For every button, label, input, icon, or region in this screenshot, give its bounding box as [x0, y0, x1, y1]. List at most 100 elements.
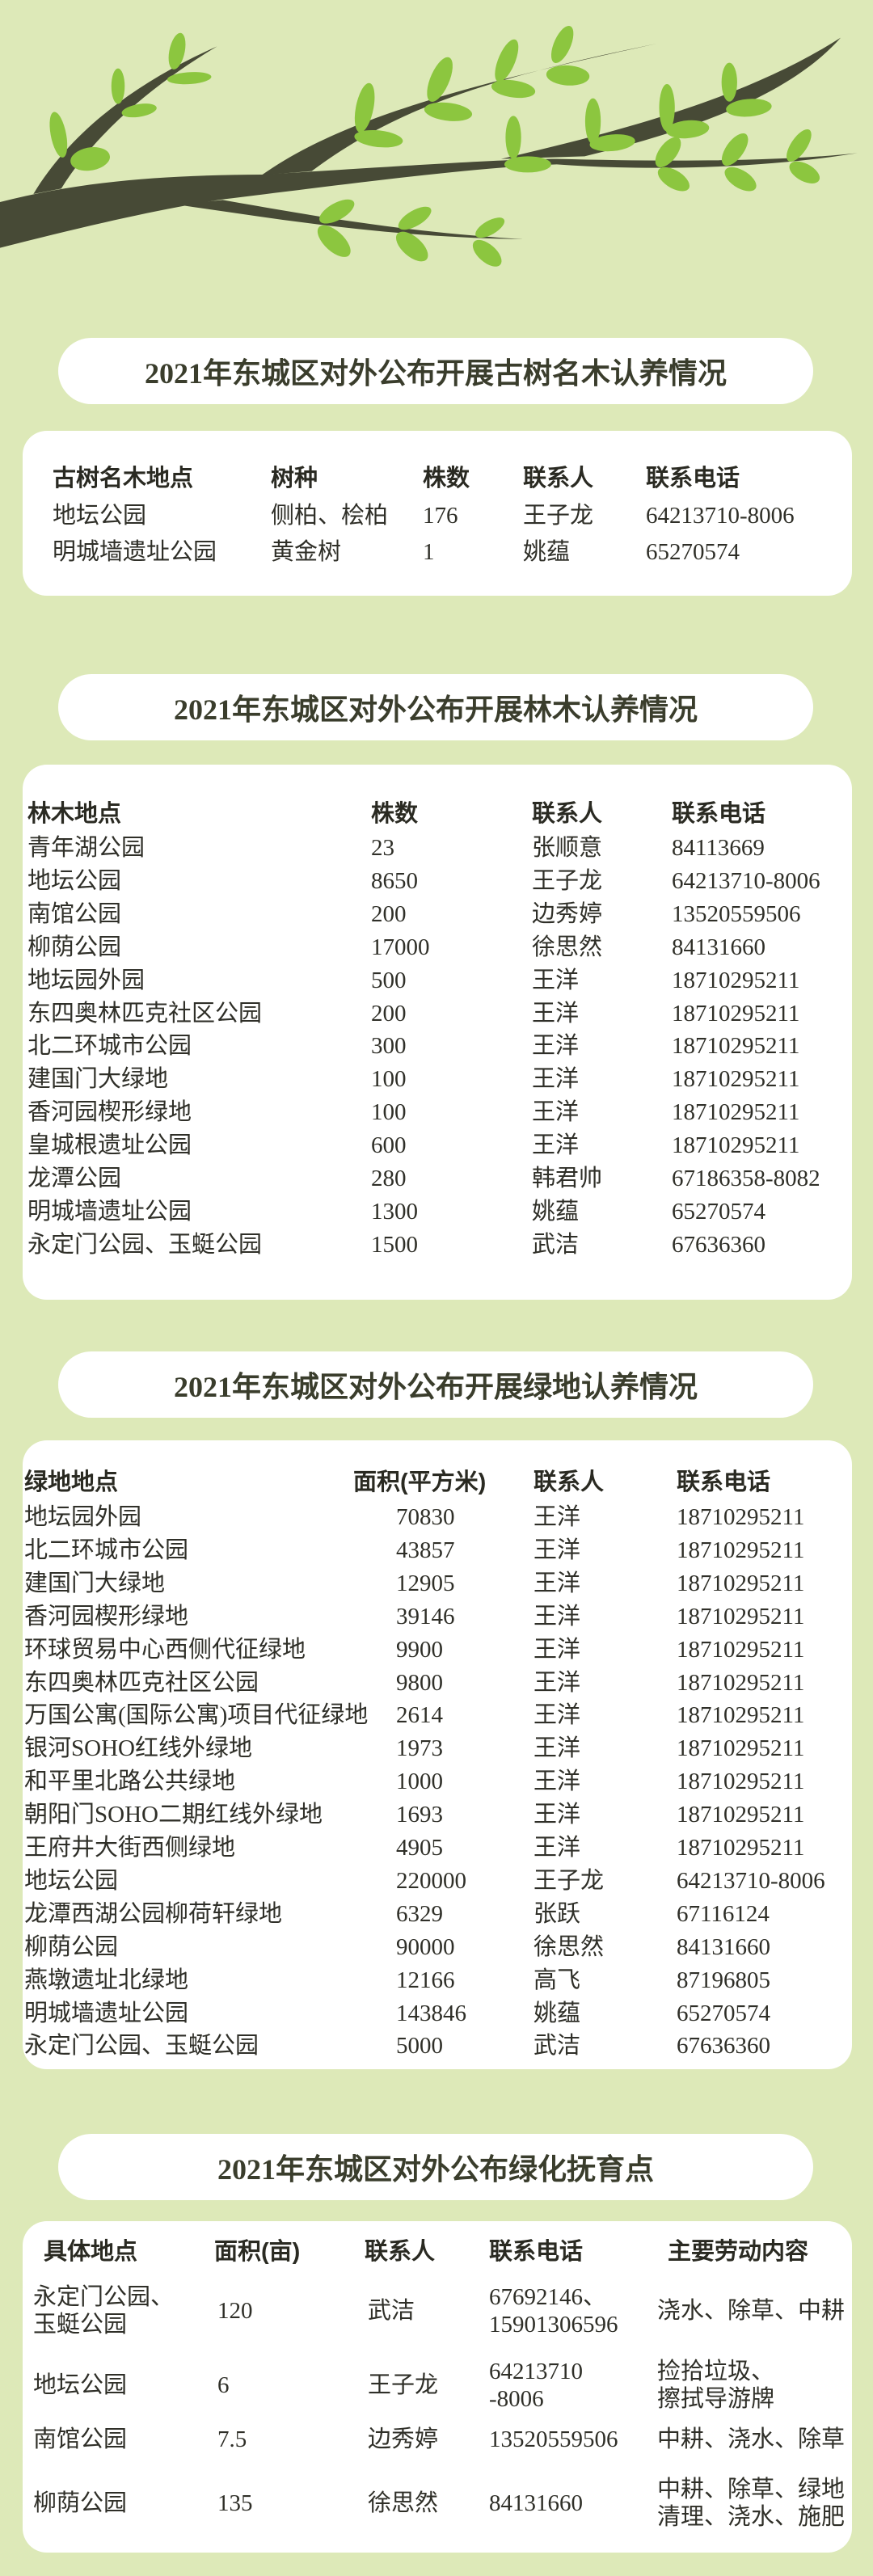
table-cell: 1500	[371, 1231, 418, 1258]
table-cell: 边秀婷	[532, 900, 603, 927]
table-cell: 徐思然	[532, 934, 603, 960]
table-cell: 地坛公园	[33, 2372, 128, 2398]
table-cell: 张跃	[534, 1900, 581, 1927]
section-title-text: 2021年东城区对外公布开展古树名木认养情况	[144, 357, 727, 390]
table-cell: 中耕、浇水、除草	[657, 2426, 846, 2452]
table-cell: 永定门公园、 玉蜓公园	[33, 2284, 175, 2338]
table-cell: 18710295211	[677, 1636, 805, 1663]
table-cell: 64213710 -8006	[489, 2359, 583, 2412]
column-header: 面积(亩)	[214, 2239, 301, 2265]
table-cell: 220000	[396, 1867, 466, 1894]
table-cell: 燕墩遗址北绿地	[24, 1967, 189, 1993]
column-header: 株数	[423, 466, 470, 491]
column-header: 联系电话	[672, 801, 766, 827]
table-cell: 1000	[396, 1769, 443, 1795]
table-cell: 地坛公园	[53, 503, 147, 529]
table-cell: 64213710-8006	[672, 867, 820, 894]
table-cell: 武洁	[368, 2298, 415, 2324]
column-header: 面积(平方米)	[353, 1469, 487, 1495]
table-cell: 王洋	[532, 1000, 580, 1027]
table-cell: 176	[423, 503, 458, 529]
table-cell: 地坛公园	[27, 867, 122, 894]
column-header: 联系电话	[646, 466, 740, 491]
table-cell: 王洋	[534, 1802, 581, 1828]
table-cell: 浇水、除草、中耕	[657, 2298, 846, 2324]
table-cell: 67636360	[677, 2033, 770, 2060]
table-cell: 王府井大街西侧绿地	[24, 1835, 236, 1861]
table-cell: 7.5	[217, 2426, 247, 2452]
column-header: 树种	[271, 466, 318, 491]
table-cell: 4905	[396, 1835, 443, 1861]
section-title-ancient-trees: 2021年东城区对外公布开展古树名木认养情况	[58, 338, 813, 404]
section-title-forest-trees: 2021年东城区对外公布开展林木认养情况	[58, 674, 813, 740]
column-header: 林木地点	[27, 801, 122, 827]
table-cell: 1300	[371, 1198, 418, 1225]
table-cell: 东四奥林匹克社区公园	[27, 1000, 263, 1027]
column-header: 联系电话	[677, 1469, 771, 1495]
table-cell: 200	[371, 900, 407, 927]
table-cell: 1	[423, 539, 435, 565]
table-cell: 中耕、除草、绿地 清理、浇水、施肥	[657, 2477, 846, 2530]
table-cell: 王子龙	[368, 2372, 439, 2398]
column-header: 株数	[371, 801, 419, 827]
table-cell: 84113669	[672, 835, 765, 861]
table-cell: 18710295211	[677, 1570, 805, 1596]
table-cell: 12905	[396, 1570, 455, 1596]
table-cell: 43857	[396, 1537, 455, 1563]
table-cell: 柳荫公园	[33, 2490, 128, 2516]
table-cell: 地坛园外园	[27, 967, 146, 993]
table-cell: 柳荫公园	[27, 934, 122, 960]
table-cell: 张顺意	[532, 835, 603, 861]
table-cell: 王洋	[534, 1835, 581, 1861]
table-cell: 87196805	[677, 1967, 770, 1993]
table-cell: 建国门大绿地	[27, 1066, 169, 1093]
table-cell: 18710295211	[677, 1735, 805, 1762]
table-cell: 13520559506	[489, 2426, 618, 2452]
table-cell: 18710295211	[677, 1537, 805, 1563]
table-cell: 70830	[396, 1504, 455, 1530]
table-cell: 东四奥林匹克社区公园	[24, 1669, 259, 1696]
table-cell: 6329	[396, 1900, 443, 1927]
table-cell: 王洋	[534, 1603, 581, 1629]
column-header: 具体地点	[44, 2239, 138, 2265]
table-cell: 500	[371, 967, 407, 993]
table-cell: 环球贸易中心西侧代征绿地	[24, 1636, 306, 1663]
table-cell: 王洋	[534, 1636, 581, 1663]
tree-branch-illustration	[0, 26, 858, 267]
column-header: 联系人	[523, 466, 594, 491]
section-title-greening-points: 2021年东城区对外公布绿化抚育点	[58, 2134, 813, 2200]
table-forest-trees: 林木地点 株数 联系人 联系电话 青年湖公园 23 张顺意 84113669 地坛公园 8650 王…	[23, 765, 852, 1300]
table-cell: 6	[217, 2372, 230, 2398]
table-cell: 王洋	[534, 1504, 581, 1530]
section-title-text: 2021年东城区对外公布绿化抚育点	[217, 2153, 654, 2186]
table-cell: 18710295211	[677, 1835, 805, 1861]
table-cell: 明城墙遗址公园	[24, 2000, 189, 2026]
table-cell: 皇城根遗址公园	[27, 1132, 192, 1159]
table-cell: 高飞	[534, 1967, 581, 1993]
table-cell: 5000	[396, 2033, 443, 2060]
table-cell: 王洋	[532, 1132, 580, 1159]
table-cell: 64213710-8006	[677, 1867, 825, 1894]
table-cell: 朝阳门SOHO二期红线外绿地	[24, 1802, 323, 1828]
table-cell: 67692146、 15901306596	[489, 2284, 618, 2338]
table-cell: 万国公寓(国际公寓)项目代征绿地	[24, 1702, 369, 1729]
table-cell: 和平里北路公共绿地	[24, 1769, 236, 1795]
table-cell: 武洁	[534, 2033, 581, 2060]
table-cell: 银河SOHO红线外绿地	[24, 1735, 252, 1762]
table-cell: 100	[371, 1066, 407, 1093]
table-cell: 北二环城市公园	[24, 1537, 189, 1563]
table-cell: 王子龙	[534, 1867, 605, 1894]
table-cell: 龙潭西湖公园柳荷轩绿地	[24, 1900, 283, 1927]
table-cell: 143846	[396, 2000, 466, 2026]
table-cell: 武洁	[532, 1231, 580, 1258]
table-cell: 18710295211	[672, 1099, 800, 1126]
table-cell: 建国门大绿地	[24, 1570, 166, 1596]
table-cell: 9900	[396, 1636, 443, 1663]
table-cell: 黄金树	[271, 539, 342, 565]
table-cell: 地坛园外园	[24, 1504, 142, 1530]
table-cell: 姚蕴	[532, 1198, 580, 1225]
section-title-green-land: 2021年东城区对外公布开展绿地认养情况	[58, 1351, 813, 1418]
table-cell: 65270574	[646, 539, 740, 565]
table-cell: 韩君帅	[532, 1166, 603, 1191]
table-cell: 18710295211	[677, 1603, 805, 1629]
